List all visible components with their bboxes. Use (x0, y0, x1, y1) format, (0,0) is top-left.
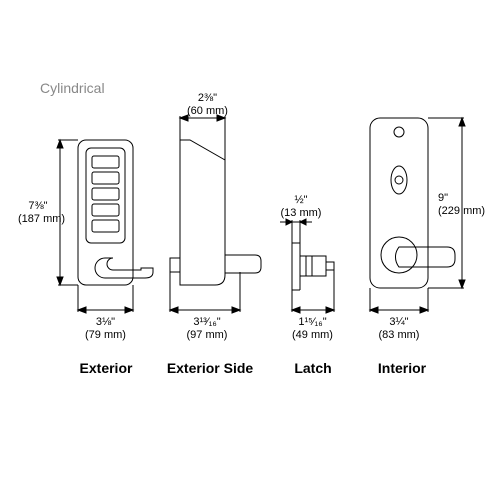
dim-interior-width: 3¼" (83 mm) (370, 316, 428, 342)
dim-extside-width: 3¹³⁄₁₆" (97 mm) (172, 316, 242, 342)
dim-latch-width: 1¹⁵⁄₁₆" (49 mm) (285, 316, 340, 342)
latch-view (280, 219, 334, 313)
caption-exterior: Exterior (70, 360, 142, 376)
dim-exterior-height: 7⅜" (187 mm) (18, 200, 58, 226)
exterior-side-view (170, 115, 261, 313)
caption-exterior-side: Exterior Side (160, 360, 260, 376)
dim-exterior-width: 3⅛" (79 mm) (78, 316, 133, 342)
dim-interior-height: 9" (229 mm) (438, 192, 496, 218)
caption-latch: Latch (288, 360, 338, 376)
exterior-view (57, 140, 153, 313)
lock-diagram (0, 0, 500, 500)
caption-interior: Interior (372, 360, 432, 376)
dim-extside-top: 2⅜" (60 mm) (180, 92, 235, 118)
dim-latch-top: ½" (13 mm) (276, 194, 326, 220)
